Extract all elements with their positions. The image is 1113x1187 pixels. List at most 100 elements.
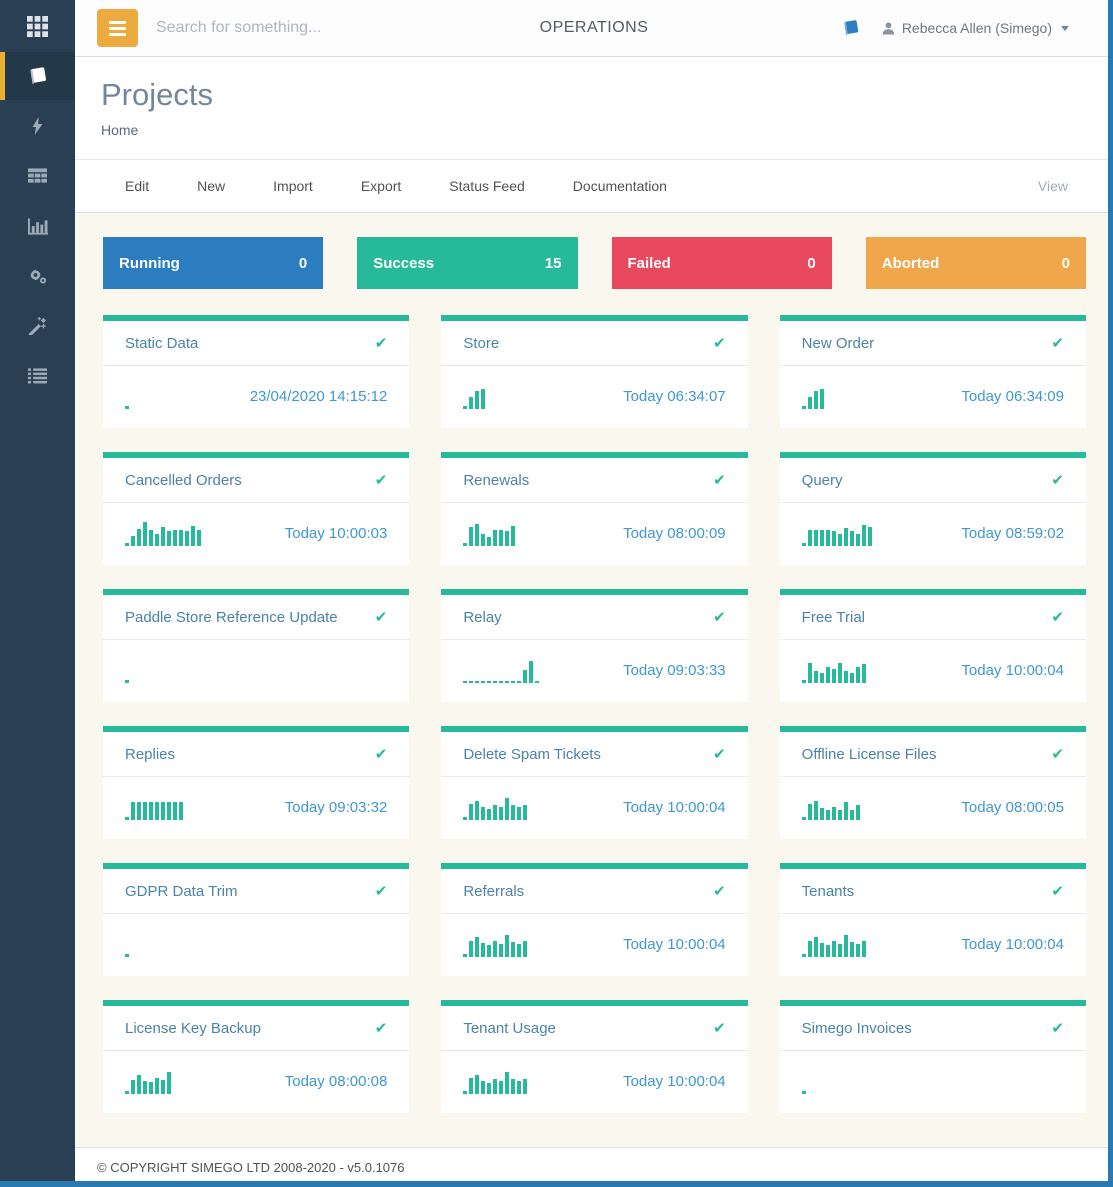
sparkline-chart (463, 794, 528, 820)
project-name: Paddle Store Reference Update (125, 608, 338, 626)
menu-item-new[interactable]: New (197, 178, 226, 194)
sidebar-item-logs[interactable] (0, 352, 75, 400)
project-card-body: Today 08:00:05 (780, 777, 1086, 837)
project-card-body: Today 10:00:04 (441, 914, 747, 974)
project-name: Free Trial (801, 608, 866, 626)
sparkline-chart (125, 931, 129, 957)
last-run-timestamp: Today 09:03:33 (623, 661, 726, 679)
project-card[interactable]: Tenant Usage ✔ Today 10:00:04 (441, 1000, 748, 1113)
menu-item-import[interactable]: Import (273, 178, 313, 194)
status-tile-failed[interactable]: Failed 0 (611, 237, 832, 289)
project-card[interactable]: Static Data ✔ 23/04/2020 14:15:12 (103, 315, 410, 428)
project-card[interactable]: Simego Invoices ✔ (779, 1000, 1086, 1113)
project-card-header: Renewals ✔ (441, 458, 748, 503)
success-check-icon: ✔ (1051, 1020, 1064, 1037)
project-card-header: Cancelled Orders ✔ (103, 458, 410, 503)
footer: © COPYRIGHT SIMEGO LTD 2008-2020 - v5.0.… (75, 1147, 1113, 1187)
menu-item-view[interactable]: View (1037, 178, 1068, 194)
project-name: Relay (463, 608, 502, 626)
project-card[interactable]: Replies ✔ Today 09:03:32 (103, 726, 410, 839)
sparkline-chart (125, 520, 201, 546)
sparkline-chart (125, 383, 129, 409)
breadcrumb[interactable]: Home (101, 122, 139, 138)
project-name: Cancelled Orders (125, 471, 242, 489)
sidebar-item-wizard[interactable] (0, 302, 75, 350)
success-check-icon: ✔ (374, 746, 388, 763)
sparkline-chart (801, 520, 872, 546)
status-tile-success[interactable]: Success 15 (357, 237, 578, 289)
project-card[interactable]: New Order ✔ Today 06:34:09 (779, 315, 1086, 428)
last-run-timestamp: Today 10:00:04 (961, 935, 1064, 953)
sparkline-chart (463, 383, 486, 409)
project-name: Replies (125, 745, 176, 763)
project-card[interactable]: Delete Spam Tickets ✔ Today 10:00:04 (441, 726, 748, 839)
sparkline-chart (801, 383, 824, 409)
sparkline-chart (801, 794, 860, 820)
project-name: Delete Spam Tickets (463, 745, 601, 763)
project-card[interactable]: Offline License Files ✔ Today 08:00:05 (779, 726, 1086, 839)
app-grid-icon[interactable] (0, 0, 75, 52)
bar-chart-icon (27, 217, 48, 235)
sidebar-item-settings[interactable] (0, 252, 75, 300)
sparkline-chart (801, 657, 866, 683)
last-run-timestamp: Today 10:00:04 (623, 1072, 726, 1090)
project-card-header: Referrals ✔ (441, 869, 748, 914)
project-card[interactable]: Relay ✔ Today 09:03:33 (441, 589, 748, 702)
menu-item-export[interactable]: Export (360, 178, 402, 194)
sidebar-item-flash[interactable] (0, 102, 75, 150)
project-card[interactable]: Paddle Store Reference Update ✔ (103, 589, 410, 702)
project-card[interactable]: Referrals ✔ Today 10:00:04 (441, 863, 748, 976)
sidebar-item-reports[interactable] (0, 202, 75, 250)
project-card-body: Today 08:00:09 (441, 503, 747, 563)
success-check-icon: ✔ (713, 883, 726, 900)
success-check-icon: ✔ (374, 1020, 388, 1037)
project-card[interactable]: GDPR Data Trim ✔ (103, 863, 410, 976)
right-edge-strip (1108, 0, 1113, 1187)
project-card[interactable]: Cancelled Orders ✔ Today 10:00:03 (103, 452, 410, 565)
project-card-header: New Order ✔ (779, 321, 1086, 366)
menu-item-documentation[interactable]: Documentation (572, 178, 667, 194)
last-run-timestamp: 23/04/2020 14:15:12 (249, 387, 388, 405)
sidebar-item-tables[interactable] (0, 152, 75, 200)
project-card[interactable]: Tenants ✔ Today 10:00:04 (779, 863, 1086, 976)
book-icon[interactable] (842, 19, 860, 37)
sidebar-item-projects[interactable] (0, 52, 75, 100)
project-card-body: Today 08:00:08 (103, 1051, 409, 1111)
project-card-header: Paddle Store Reference Update ✔ (103, 595, 410, 640)
user-menu[interactable]: Rebecca Allen (Simego) (882, 20, 1069, 36)
project-card-header: GDPR Data Trim ✔ (103, 869, 410, 914)
status-tile-running[interactable]: Running 0 (103, 237, 324, 289)
success-check-icon: ✔ (1051, 883, 1064, 900)
status-tile-aborted[interactable]: Aborted 0 (865, 237, 1086, 289)
user-icon (882, 21, 895, 35)
hamburger-icon (109, 20, 126, 24)
environment-title: OPERATIONS (539, 19, 649, 36)
project-card[interactable]: Renewals ✔ Today 08:00:09 (441, 452, 748, 565)
project-card-header: Tenants ✔ (779, 869, 1086, 914)
project-card-body: Today 10:00:04 (441, 1051, 747, 1111)
project-name: Simego Invoices (801, 1019, 912, 1037)
project-card[interactable]: Free Trial ✔ Today 10:00:04 (779, 589, 1086, 702)
tile-label: Aborted (881, 254, 940, 272)
success-check-icon: ✔ (374, 883, 388, 900)
sparkline-chart (125, 794, 183, 820)
last-run-timestamp: Today 10:00:04 (961, 661, 1064, 679)
sparkline-chart (801, 931, 866, 957)
menu-item-status-feed[interactable]: Status Feed (449, 178, 525, 194)
project-card-body: Today 10:00:04 (780, 640, 1086, 700)
project-card-body (103, 640, 409, 700)
tile-label: Running (119, 254, 180, 272)
last-run-timestamp: Today 10:00:04 (623, 935, 726, 953)
project-card[interactable]: License Key Backup ✔ Today 08:00:08 (103, 1000, 410, 1113)
last-run-timestamp: Today 10:00:03 (284, 524, 388, 542)
project-card-header: Replies ✔ (103, 732, 410, 777)
search-input[interactable] (156, 19, 842, 37)
project-card-header: Simego Invoices ✔ (779, 1006, 1086, 1051)
project-card[interactable]: Query ✔ Today 08:59:02 (779, 452, 1086, 565)
status-tiles: Running 0 Success 15 Failed 0 Aborted 0 (103, 237, 1086, 289)
project-card[interactable]: Store ✔ Today 06:34:07 (441, 315, 748, 428)
menu-toggle-button[interactable] (97, 9, 138, 47)
menu-item-edit[interactable]: Edit (125, 178, 150, 194)
sparkline-chart (463, 657, 540, 683)
project-name: Tenant Usage (463, 1019, 556, 1037)
